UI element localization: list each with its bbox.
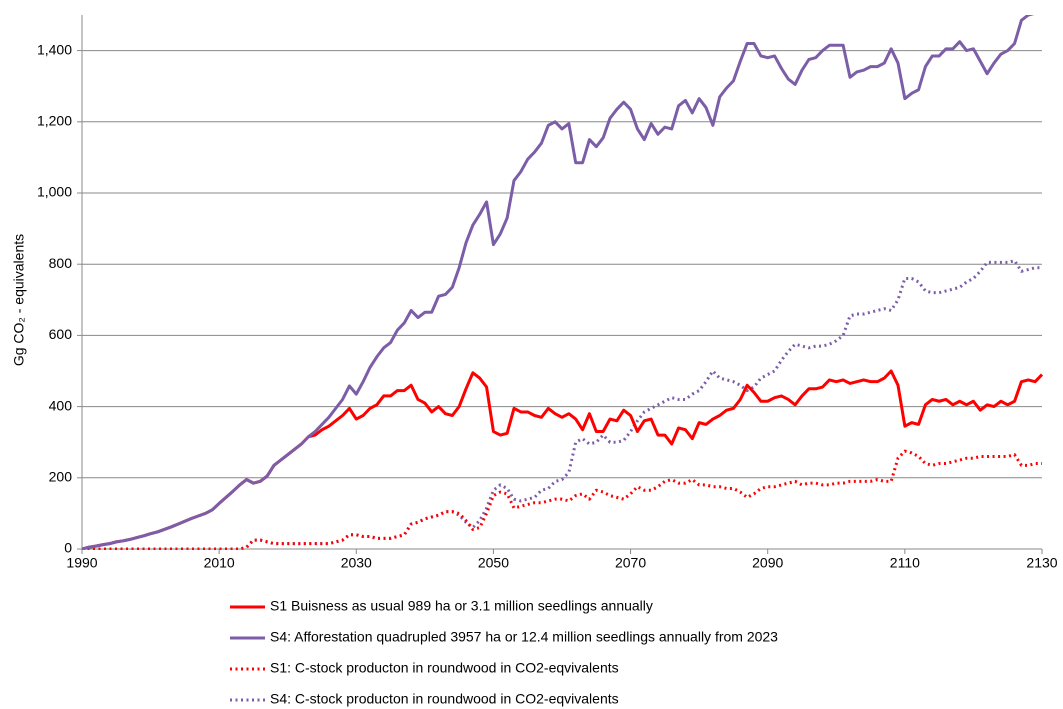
plot-area — [82, 15, 1043, 550]
legend-label: S4: Afforestation quadrupled 3957 ha or … — [270, 629, 778, 645]
x-tick-label: 2090 — [752, 555, 783, 571]
series-line — [82, 15, 1035, 550]
y-tick-label: 1,400 — [37, 41, 72, 57]
y-tick-label: 600 — [49, 326, 73, 342]
x-tick-label: 2030 — [341, 555, 372, 571]
y-tick-label: 1,000 — [37, 184, 72, 200]
y-tick-label: 0 — [64, 540, 72, 556]
legend-label: S1 Buisness as usual 989 ha or 3.1 milli… — [270, 598, 653, 614]
legend-label: S4: C-stock producton in roundwood in CO… — [270, 691, 619, 707]
y-tick-label: 400 — [49, 397, 73, 413]
series-line — [82, 259, 1042, 550]
y-axis-title: Gg CO₂ - equivalents — [11, 234, 27, 366]
y-tick-label: 200 — [49, 469, 73, 485]
x-tick-label: 2070 — [615, 555, 646, 571]
y-tick-label: 1,200 — [37, 113, 72, 129]
x-tick-label: 2050 — [478, 555, 509, 571]
y-tick-label: 800 — [49, 255, 73, 271]
x-tick-label: 2130 — [1026, 555, 1057, 571]
x-tick-label: 1990 — [66, 555, 97, 571]
x-tick-label: 2010 — [204, 555, 235, 571]
series-line — [82, 449, 1042, 550]
series-line — [82, 369, 1043, 550]
legend-label: S1: C-stock producton in roundwood in CO… — [270, 660, 619, 676]
x-tick-label: 2110 — [890, 555, 920, 571]
